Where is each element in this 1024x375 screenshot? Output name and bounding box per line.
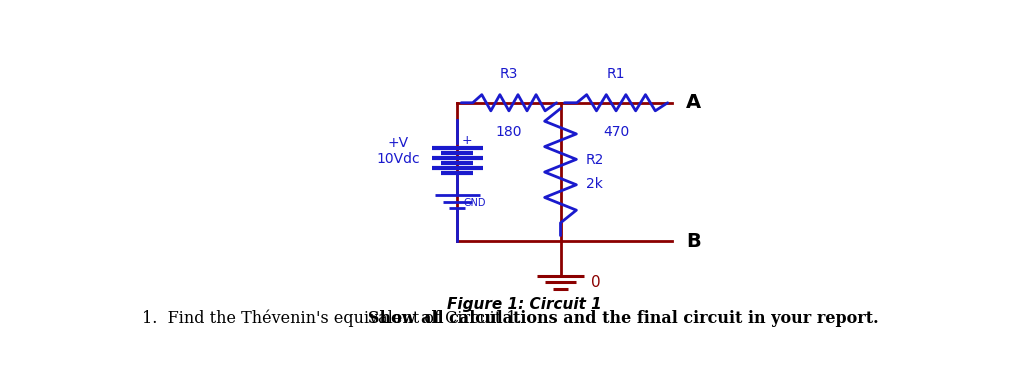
Text: GND: GND	[464, 198, 486, 208]
Text: +V: +V	[387, 136, 409, 150]
Text: R3: R3	[500, 67, 518, 81]
Text: 1.  Find the Thévenin's equivalent of Circuit 1.: 1. Find the Thévenin's equivalent of Cir…	[142, 309, 532, 327]
Text: +: +	[462, 134, 473, 147]
Text: 10Vdc: 10Vdc	[376, 152, 420, 166]
Text: B: B	[686, 232, 700, 251]
Text: Figure 1: Circuit 1: Figure 1: Circuit 1	[447, 297, 602, 312]
Text: 180: 180	[496, 124, 522, 139]
Text: 2k: 2k	[586, 177, 603, 190]
Text: 470: 470	[603, 124, 629, 139]
Text: R1: R1	[607, 67, 626, 81]
Text: 0: 0	[591, 275, 600, 290]
Text: A: A	[686, 93, 701, 112]
Text: Show all calculations and the final circuit in your report.: Show all calculations and the final circ…	[369, 309, 879, 327]
Text: R2: R2	[586, 153, 604, 168]
